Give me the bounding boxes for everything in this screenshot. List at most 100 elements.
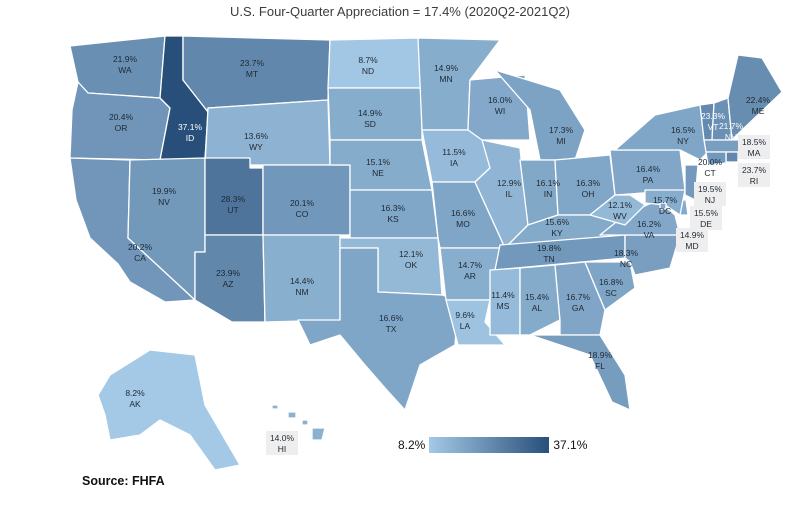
label-MA-code: MA <box>748 148 761 158</box>
label-AL-code: AL <box>532 303 543 313</box>
label-DE-value: 15.5% <box>694 208 719 218</box>
label-ND-value: 8.7% <box>358 55 378 65</box>
svg-text:16.2%VA: 16.2% VA <box>637 219 662 240</box>
label-NH-value: 21.7% <box>719 121 744 131</box>
label-WY-code: WY <box>249 142 263 152</box>
label-UT-code: UT <box>227 205 238 215</box>
label-OR-code: OR <box>115 123 128 133</box>
svg-text:8.7%ND: 8.7% ND <box>358 55 378 76</box>
label-NM-code: NM <box>295 287 308 297</box>
svg-text:14.0%HI: 14.0% HI <box>270 433 295 454</box>
label-IL-code: IL <box>505 189 512 199</box>
svg-text:20.4%OR: 20.4% OR <box>109 112 134 133</box>
label-AZ-value: 23.9% <box>216 268 241 278</box>
svg-text:18.3%NC: 18.3% NC <box>614 248 639 269</box>
svg-text:12.1%WV: 12.1% WV <box>608 200 633 221</box>
label-CA-code: CA <box>134 253 146 263</box>
svg-text:16.7%GA: 16.7% GA <box>566 292 591 313</box>
label-AK-code: AK <box>129 399 141 409</box>
label-MS-code: MS <box>497 301 510 311</box>
label-MO-value: 16.6% <box>451 208 476 218</box>
source-note: Source: FHFA <box>82 474 165 488</box>
state-AK[interactable] <box>97 349 241 471</box>
label-HI-value: 14.0% <box>270 433 295 443</box>
label-OH-code: OH <box>582 189 595 199</box>
label-KS-code: KS <box>387 214 399 224</box>
svg-text:37.1%ID: 37.1% ID <box>178 122 203 143</box>
label-NE-value: 15.1% <box>366 157 391 167</box>
map-title: U.S. Four-Quarter Appreciation = 17.4% (… <box>230 4 570 19</box>
label-CT-code: CT <box>704 168 715 178</box>
svg-text:15.4%AL: 15.4% AL <box>525 292 550 313</box>
label-PA-value: 16.4% <box>636 164 661 174</box>
state-DC[interactable] <box>659 202 667 210</box>
svg-text:15.7%DC: 15.7% DC <box>653 195 678 216</box>
state-CT[interactable] <box>705 151 727 166</box>
label-CA-value: 20.2% <box>128 242 153 252</box>
state-WV[interactable] <box>589 194 646 226</box>
state-HI[interactable] <box>271 404 326 441</box>
label-SD-code: SD <box>364 119 376 129</box>
svg-text:28.3%UT: 28.3% UT <box>221 194 246 215</box>
label-FL-value: 18.9% <box>588 350 613 360</box>
label-MS-value: 11.4% <box>491 290 515 300</box>
state-FL[interactable] <box>529 334 631 411</box>
label-AK-value: 8.2% <box>125 388 145 398</box>
svg-text:17.3%MI: 17.3% MI <box>549 125 574 146</box>
legend-gradient-bar <box>429 437 550 453</box>
label-KS-value: 16.3% <box>381 203 406 213</box>
label-ME-code: ME <box>752 106 765 116</box>
svg-text:9.6%LA: 9.6% LA <box>455 310 475 331</box>
label-LA-code: LA <box>460 321 471 331</box>
label-NC-value: 18.3% <box>614 248 639 258</box>
svg-text:16.1%IN: 16.1% IN <box>536 178 561 199</box>
label-WI-value: 16.0% <box>488 95 513 105</box>
label-NE-code: NE <box>372 168 384 178</box>
label-ID-value: 37.1% <box>178 122 203 132</box>
label-VT-value: 23.3% <box>701 111 726 121</box>
label-SD-value: 14.9% <box>358 108 383 118</box>
svg-text:14.4%NM: 14.4% NM <box>290 276 315 297</box>
svg-text:23.9%AZ: 23.9% AZ <box>216 268 241 289</box>
label-NM-value: 14.4% <box>290 276 315 286</box>
label-IA-code: IA <box>450 158 458 168</box>
label-GA-code: GA <box>572 303 585 313</box>
label-TX-value: 16.6% <box>379 313 404 323</box>
label-VT-code: VT <box>708 122 719 132</box>
svg-text:19.5%NJ: 19.5% NJ <box>698 184 723 205</box>
state-MS[interactable] <box>489 267 521 336</box>
svg-text:11.4%MS: 11.4% MS <box>491 290 515 311</box>
svg-text:20.2%CA: 20.2% CA <box>128 242 153 263</box>
label-WV-code: WV <box>613 211 627 221</box>
color-legend: 8.2% 37.1% <box>398 436 587 454</box>
label-WV-value: 12.1% <box>608 200 633 210</box>
label-DE-code: DE <box>700 219 712 229</box>
svg-text:18.9%FL: 18.9% FL <box>588 350 613 371</box>
label-DC-code: DC <box>659 206 671 216</box>
state-TX[interactable] <box>297 247 459 411</box>
label-PA-code: PA <box>643 175 654 185</box>
label-RI-code: RI <box>750 176 759 186</box>
svg-text:15.1%NE: 15.1% NE <box>366 157 391 178</box>
state-AL[interactable] <box>519 264 561 336</box>
state-SC[interactable] <box>584 261 636 311</box>
label-OK-code: OK <box>405 260 418 270</box>
label-SC-code: SC <box>605 288 617 298</box>
label-NY-code: NY <box>677 136 689 146</box>
state-RI[interactable] <box>725 151 739 163</box>
label-NH-code: NH <box>725 132 737 142</box>
svg-text:23.7%RI: 23.7% RI <box>742 165 767 186</box>
legend-max-label: 37.1% <box>553 438 588 452</box>
svg-text:19.9%NV: 19.9% NV <box>152 186 177 207</box>
label-MI-code: MI <box>556 136 565 146</box>
label-OK-value: 12.1% <box>399 249 424 259</box>
svg-text:13.6%WY: 13.6% WY <box>244 131 269 152</box>
svg-text:22.4%ME: 22.4% ME <box>746 95 771 116</box>
label-OH-value: 16.3% <box>576 178 601 188</box>
svg-text:16.4%PA: 16.4% PA <box>636 164 661 185</box>
svg-text:12.9%IL: 12.9% IL <box>497 178 522 199</box>
label-MD-code: MD <box>685 241 698 251</box>
label-CO-value: 20.1% <box>290 198 315 208</box>
svg-text:23.3%VT: 23.3% VT <box>701 111 726 132</box>
svg-text:19.8%TN: 19.8% TN <box>537 243 562 264</box>
